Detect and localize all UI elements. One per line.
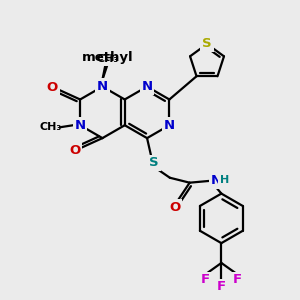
Text: N: N	[164, 119, 175, 132]
Text: F: F	[201, 273, 210, 286]
Text: CH₃: CH₃	[96, 54, 118, 64]
Text: N: N	[75, 119, 86, 132]
Text: F: F	[217, 280, 226, 293]
Text: F: F	[233, 273, 242, 286]
Text: N: N	[142, 80, 153, 93]
Text: O: O	[169, 201, 180, 214]
Text: methyl: methyl	[82, 51, 133, 64]
Text: O: O	[69, 143, 80, 157]
Text: H: H	[220, 175, 229, 185]
Text: S: S	[202, 38, 212, 50]
Text: CH₃: CH₃	[39, 122, 62, 132]
Text: O: O	[47, 81, 58, 94]
Text: N: N	[97, 80, 108, 93]
Text: methyl: methyl	[107, 58, 112, 60]
Text: S: S	[149, 156, 159, 170]
Text: N: N	[211, 174, 222, 187]
